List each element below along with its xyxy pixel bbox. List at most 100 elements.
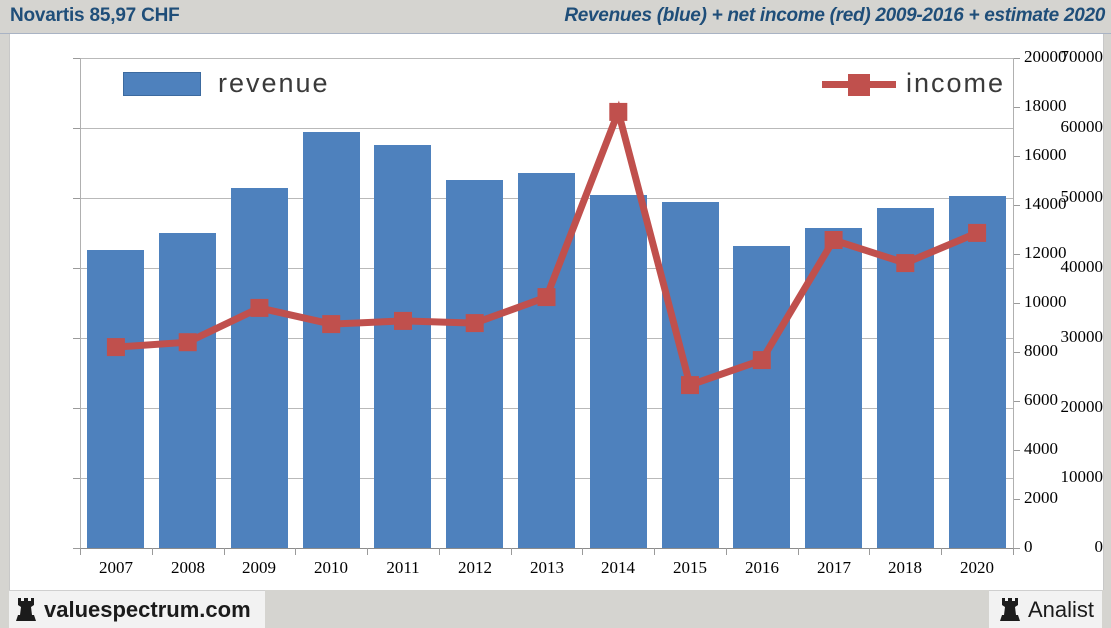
bar-2014[interactable] <box>590 195 647 548</box>
income-point-2014[interactable] <box>609 102 628 121</box>
x-axis-label-2009: 2009 <box>242 558 276 577</box>
bar-2011[interactable] <box>374 145 431 548</box>
x-axis-tick <box>654 548 655 555</box>
y-axis-left-tick <box>73 198 80 199</box>
income-point-2013[interactable] <box>537 288 556 307</box>
x-axis-label-2007: 2007 <box>99 558 133 577</box>
bar-2010[interactable] <box>303 132 360 548</box>
revenue-swatch-icon <box>123 71 201 96</box>
x-axis <box>80 548 1013 549</box>
legend-label-income: income <box>906 68 1006 98</box>
y-axis-left-label: 30000 <box>1060 327 1104 346</box>
bar-2007[interactable] <box>87 250 144 548</box>
y-axis-right-tick <box>1013 254 1020 255</box>
income-point-2018[interactable] <box>896 254 915 273</box>
page-title: Novartis 85,97 CHF <box>10 5 180 26</box>
x-axis-tick <box>295 548 296 555</box>
y-axis-right-label: 16000 <box>1024 145 1067 164</box>
bar-2016[interactable] <box>733 246 790 548</box>
y-axis-right-label: 18000 <box>1024 96 1067 115</box>
y-axis-left-label: 40000 <box>1060 257 1104 276</box>
y-axis-right-label: 2000 <box>1024 488 1058 507</box>
y-axis-left-label: 10000 <box>1060 467 1104 486</box>
x-axis-label-2013: 2013 <box>530 558 564 577</box>
gridline <box>80 128 1013 129</box>
y-axis-right-label: 14000 <box>1024 194 1067 213</box>
income-line <box>115 100 979 390</box>
income-point-2016[interactable] <box>752 351 771 370</box>
x-axis-tick <box>511 548 512 555</box>
y-axis-right-tick <box>1013 499 1020 500</box>
bar-2012[interactable] <box>446 180 503 548</box>
x-axis-label-2014: 2014 <box>601 558 635 577</box>
x-axis-tick <box>869 548 870 555</box>
bar-2013[interactable] <box>518 173 575 548</box>
brand-label: valuespectrum.com <box>44 596 251 622</box>
income-point-2010[interactable] <box>322 315 341 334</box>
x-axis-label-2016: 2016 <box>745 558 779 577</box>
chess-rook-icon <box>16 597 36 621</box>
y-axis-left <box>80 58 81 548</box>
bar-2020[interactable] <box>949 196 1006 548</box>
y-axis-right-tick <box>1013 156 1020 157</box>
y-axis-left-tick <box>73 408 80 409</box>
x-axis-tick <box>439 548 440 555</box>
x-axis-label-2017: 2017 <box>817 558 851 577</box>
y-axis-right-tick <box>1013 205 1020 206</box>
chess-rook-icon <box>999 597 1020 621</box>
y-axis-right-tick <box>1013 548 1020 549</box>
y-axis-left-tick <box>73 338 80 339</box>
legend-item-income: income <box>822 68 1005 99</box>
y-axis-right-label: 20000 <box>1024 47 1067 66</box>
x-axis-tick <box>80 548 81 555</box>
x-axis-tick <box>798 548 799 555</box>
income-point-2020[interactable] <box>968 223 987 242</box>
y-axis-right-tick <box>1013 58 1020 59</box>
x-axis-tick <box>224 548 225 555</box>
income-point-2017[interactable] <box>824 231 843 249</box>
x-axis-label-2012: 2012 <box>458 558 492 577</box>
income-point-2015[interactable] <box>681 376 699 395</box>
x-axis-tick <box>726 548 727 555</box>
header-bar: Novartis 85,97 CHF Revenues (blue) + net… <box>0 0 1111 34</box>
x-axis-tick <box>367 548 368 555</box>
chart-canvas: 0 10000 20000 30000 40000 50000 60000 70000 0 200… <box>9 34 1104 590</box>
legend-label-revenue: revenue <box>218 68 330 98</box>
analist-label: Analist <box>1027 596 1094 622</box>
chart-subtitle: Revenues (blue) + net income (red) 2009-… <box>564 5 1105 26</box>
y-axis-right-label: 12000 <box>1024 243 1067 262</box>
y-axis-left-tick <box>73 268 80 269</box>
income-point-2011[interactable] <box>394 311 412 330</box>
y-axis-left-tick <box>73 548 80 549</box>
y-axis-right-label: 10000 <box>1024 292 1067 311</box>
income-point-2007[interactable] <box>106 338 125 357</box>
legend-item-revenue: revenue <box>123 68 330 99</box>
y-axis-left-label: 0 <box>1094 537 1104 556</box>
analist-block[interactable]: Analist <box>988 590 1102 628</box>
bar-2008[interactable] <box>159 233 216 548</box>
y-axis-left-tick <box>73 58 80 59</box>
y-axis-left-tick <box>73 478 80 479</box>
x-axis-tick <box>941 548 942 555</box>
x-axis-tick <box>1013 548 1014 555</box>
income-point-2008[interactable] <box>178 333 197 352</box>
bar-2017[interactable] <box>805 228 862 548</box>
income-point-2012[interactable] <box>465 314 484 333</box>
income-marker-icon <box>822 71 896 97</box>
brand-block[interactable]: valuespectrum.com <box>9 590 265 628</box>
x-axis-label-2018: 2018 <box>888 558 922 577</box>
y-axis-left-tick <box>73 128 80 129</box>
y-axis-right-label: 6000 <box>1024 390 1058 409</box>
x-axis-label-2008: 2008 <box>171 558 205 577</box>
bar-2009[interactable] <box>231 188 288 548</box>
income-line-series <box>106 100 987 395</box>
income-point-2009[interactable] <box>250 298 269 317</box>
x-axis-label-2020: 2020 <box>960 558 994 577</box>
y-axis-right-tick <box>1013 352 1020 353</box>
y-axis-right-label: 8000 <box>1024 341 1058 360</box>
y-axis-right-tick <box>1013 303 1020 304</box>
footer-bar: valuespectrum.com Analist <box>0 590 1111 628</box>
x-axis-tick <box>152 548 153 555</box>
y-axis-right-tick <box>1013 107 1020 108</box>
